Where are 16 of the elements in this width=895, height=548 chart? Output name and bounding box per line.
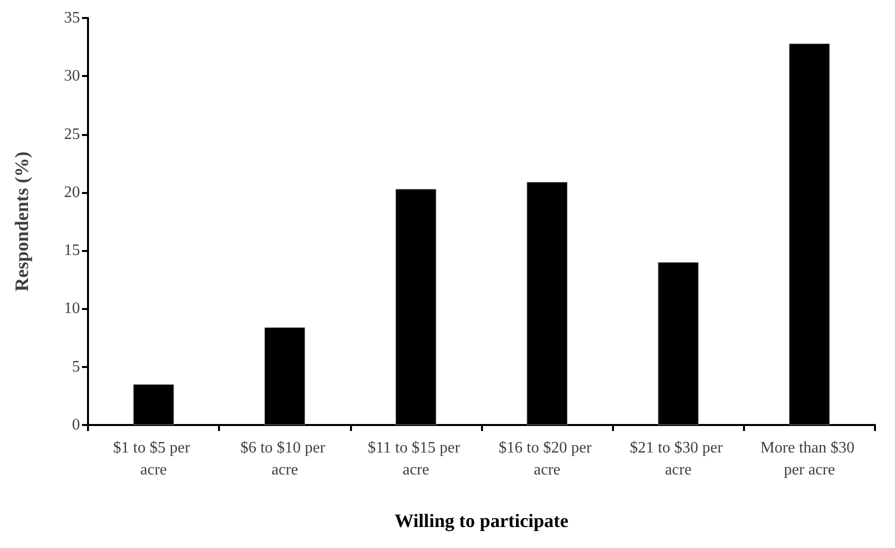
y-tick-label: 35 bbox=[64, 10, 80, 26]
y-tick-label: 5 bbox=[72, 358, 80, 376]
y-tick-label: 10 bbox=[64, 300, 80, 318]
y-axis-title: Respondents (%) bbox=[12, 152, 33, 292]
y-tick-label: 20 bbox=[64, 184, 80, 201]
x-tick-label: $21 to $30 per acre bbox=[630, 440, 727, 478]
y-tick-label: 15 bbox=[64, 242, 80, 260]
x-tick-label: $11 to $15 per acre bbox=[368, 440, 464, 478]
x-tick-label: $1 to $5 per acre bbox=[113, 440, 194, 478]
y-tick-label: 25 bbox=[64, 126, 80, 143]
x-tick-label: $16 to $20 per acre bbox=[498, 440, 596, 478]
x-tick-label: $6 to $10 per acre bbox=[240, 440, 330, 478]
y-tick-label: 30 bbox=[64, 68, 80, 85]
y-tick-label: 0 bbox=[72, 416, 80, 434]
x-axis-title: Willing to participate bbox=[394, 511, 568, 532]
x-tick-label: More than $30 per acre bbox=[760, 440, 859, 478]
